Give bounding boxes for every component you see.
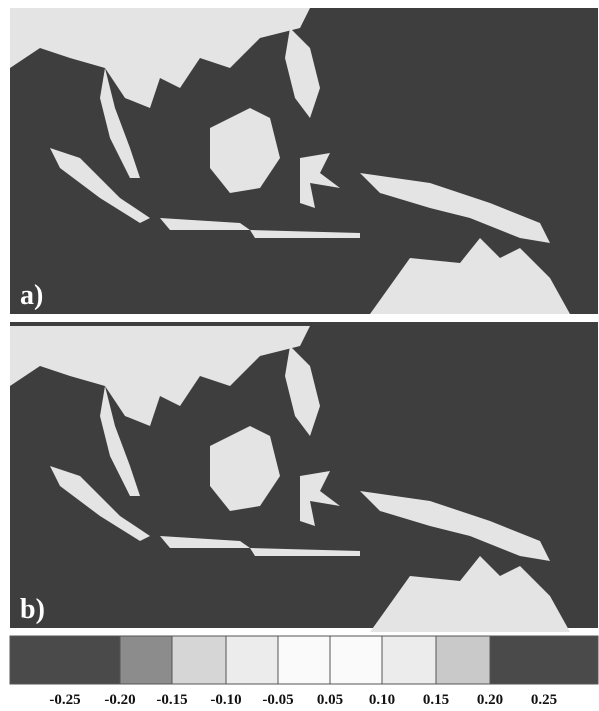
colorbar-segment — [278, 636, 330, 684]
map-panel: a) — [10, 8, 598, 314]
colorbar-label: 0.20 — [477, 692, 503, 708]
colorbar-segment — [172, 636, 226, 684]
colorbar-label: -0.05 — [262, 692, 293, 708]
colorbar-segment — [120, 636, 172, 684]
figure: a) b) -0.25 -0.20 -0.15 -0.10 -0.05 0.05 0.10 0.… — [0, 0, 599, 711]
colorbar-label: -0.10 — [210, 692, 241, 708]
colorbar-label: -0.25 — [49, 692, 80, 708]
colorbar-segment — [382, 636, 436, 684]
colorbar-label: 0.05 — [317, 692, 343, 708]
colorbar-label: 0.15 — [423, 692, 449, 708]
colorbar-segment — [226, 636, 278, 684]
panel-label: a) — [20, 280, 43, 311]
colorbar-segment — [330, 636, 382, 684]
colorbar-label: 0.10 — [369, 692, 395, 708]
colorbar-segment — [490, 636, 598, 684]
colorbar-segment — [436, 636, 490, 684]
colorbar-label: -0.15 — [156, 692, 187, 708]
panel-label: b) — [20, 594, 45, 625]
colorbar-label: 0.25 — [531, 692, 557, 708]
colorbar-segment — [10, 636, 120, 684]
colorbar-label: -0.20 — [104, 692, 135, 708]
map-panel: b) — [10, 322, 598, 632]
